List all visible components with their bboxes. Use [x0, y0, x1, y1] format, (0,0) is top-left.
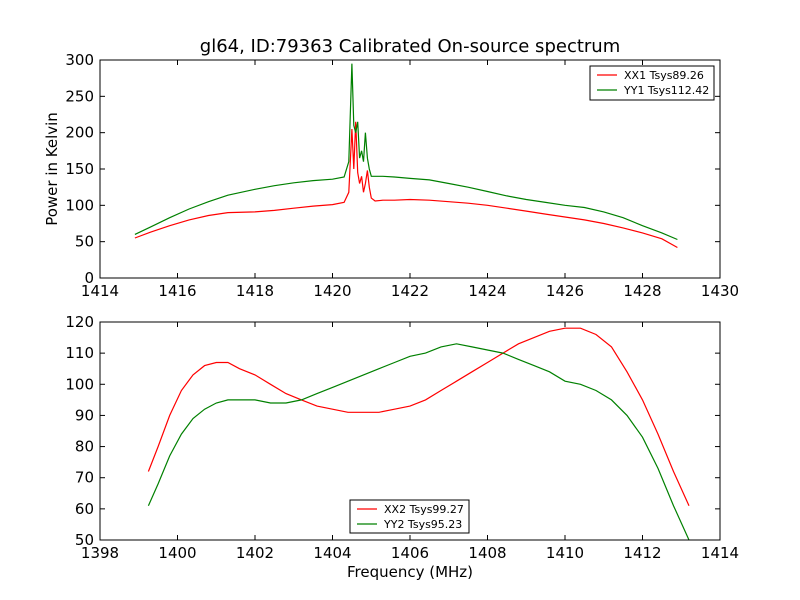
- legend-label: XX2 Tsys99.27: [384, 503, 464, 516]
- x-tick-label: 1418: [236, 282, 274, 300]
- x-tick-label: 1414: [701, 544, 739, 562]
- y-tick-label: 50: [75, 233, 94, 251]
- x-tick-label: 1412: [623, 544, 661, 562]
- y-tick-label: 80: [75, 438, 94, 456]
- x-tick-label: 1400: [158, 544, 196, 562]
- x-axis-label: Frequency (MHz): [347, 563, 473, 581]
- x-tick-label: 1414: [81, 282, 119, 300]
- x-tick-label: 1406: [391, 544, 429, 562]
- y-tick-label: 150: [65, 160, 94, 178]
- top-plot-area: [134, 63, 678, 249]
- x-tick-label: 1426: [546, 282, 584, 300]
- x-tick-label: 1402: [236, 544, 274, 562]
- top-ticks: 1414 1416 1418 1420 1422 1424 1426 1428 1430 0 50 1…: [65, 51, 739, 300]
- series-line-red: [134, 121, 678, 249]
- x-tick-label: 1430: [701, 282, 739, 300]
- x-tick-label: 1410: [546, 544, 584, 562]
- series-line-green: [134, 63, 678, 241]
- y-tick-label: 100: [65, 375, 94, 393]
- bottom-legend: XX2 Tsys99.27 YY2 Tsys95.23: [349, 499, 470, 534]
- bottom-chart: Frequency (MHz) 1398 1400 1402 1404 1406 1408…: [65, 313, 739, 581]
- y-tick-label: 50: [75, 531, 94, 549]
- y-tick-label: 70: [75, 469, 94, 487]
- y-tick-label: 250: [65, 87, 94, 105]
- x-tick-label: 1416: [158, 282, 196, 300]
- series-line-green: [147, 343, 690, 541]
- x-tick-label: 1408: [468, 544, 506, 562]
- top-legend: XX1 Tsys89.26 YY1 Tsys112.42: [589, 65, 715, 101]
- top-legend-box: [589, 65, 715, 101]
- legend-label: YY1 Tsys112.42: [623, 84, 709, 97]
- x-tick-label: 1404: [313, 544, 351, 562]
- y-tick-label: 300: [65, 51, 94, 69]
- top-chart: gl64, ID:79363 Calibrated On-source spec…: [43, 36, 739, 300]
- x-tick-label: 1420: [313, 282, 351, 300]
- x-tick-label: 1422: [391, 282, 429, 300]
- chart-title: gl64, ID:79363 Calibrated On-source spec…: [200, 36, 620, 57]
- y-tick-label: 0: [84, 269, 94, 287]
- y-axis-label: Power in Kelvin: [43, 112, 61, 226]
- y-tick-label: 60: [75, 500, 94, 518]
- bottom-ticks: 1398 1400 1402 1404 1406 1408 1410 1412 1414 50 60…: [65, 313, 739, 562]
- bottom-plot-area: [147, 327, 690, 541]
- y-tick-label: 120: [65, 313, 94, 331]
- legend-label: YY2 Tsys95.23: [383, 518, 462, 531]
- x-tick-label: 1424: [468, 282, 506, 300]
- legend-label: XX1 Tsys89.26: [624, 69, 704, 82]
- x-tick-label: 1428: [623, 282, 661, 300]
- x-tick-label: 1398: [81, 544, 119, 562]
- y-tick-label: 100: [65, 196, 94, 214]
- y-tick-label: 110: [65, 344, 94, 362]
- bottom-legend-box: [349, 499, 470, 534]
- y-tick-label: 200: [65, 124, 94, 142]
- series-line-red: [147, 327, 690, 506]
- y-tick-label: 90: [75, 406, 94, 424]
